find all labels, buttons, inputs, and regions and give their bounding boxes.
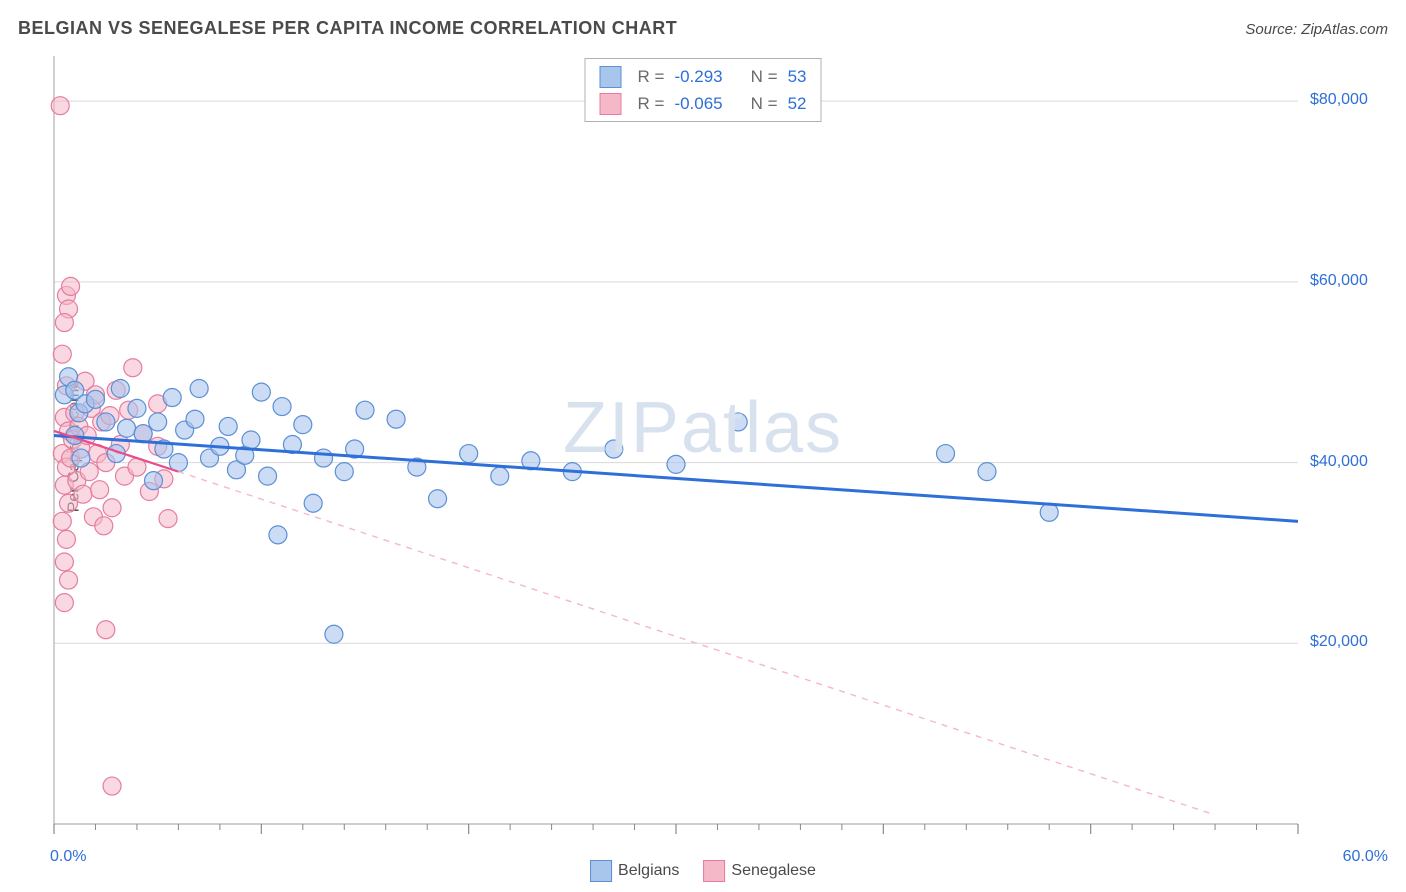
y-tick-label: $60,000 (1310, 272, 1368, 290)
swatch-senegalese (703, 860, 725, 882)
n-label: N = (751, 63, 778, 90)
chart-title: BELGIAN VS SENEGALESE PER CAPITA INCOME … (18, 18, 677, 39)
scatter-chart (50, 50, 1388, 842)
r-label: R = (638, 63, 665, 90)
n-label: N = (751, 90, 778, 117)
swatch-belgians (590, 860, 612, 882)
legend-label-senegalese: Senegalese (731, 862, 816, 879)
swatch-senegalese (600, 93, 622, 115)
r-label: R = (638, 90, 665, 117)
x-max-label: 60.0% (1343, 848, 1388, 866)
n-value-belgians: 53 (788, 63, 807, 90)
legend-item-senegalese: Senegalese (703, 860, 816, 882)
source-attribution: Source: ZipAtlas.com (1245, 21, 1388, 38)
legend-item-belgians: Belgians (590, 860, 679, 882)
correlation-legend: R = -0.293 N = 53 R = -0.065 N = 52 (585, 58, 822, 122)
legend-label-belgians: Belgians (618, 862, 679, 879)
series-legend: Belgians Senegalese (590, 860, 816, 882)
chart-header: BELGIAN VS SENEGALESE PER CAPITA INCOME … (18, 18, 1388, 39)
source-name: ZipAtlas.com (1301, 21, 1388, 38)
y-tick-label: $40,000 (1310, 453, 1368, 471)
y-tick-label: $80,000 (1310, 91, 1368, 109)
swatch-belgians (600, 66, 622, 88)
r-value-senegalese: -0.065 (674, 90, 722, 117)
legend-row-senegalese: R = -0.065 N = 52 (600, 90, 807, 117)
r-value-belgians: -0.293 (674, 63, 722, 90)
x-min-label: 0.0% (50, 848, 86, 866)
plot-area (50, 50, 1388, 842)
n-value-senegalese: 52 (788, 90, 807, 117)
legend-row-belgians: R = -0.293 N = 53 (600, 63, 807, 90)
source-prefix: Source: (1245, 21, 1301, 38)
y-tick-label: $20,000 (1310, 633, 1368, 651)
